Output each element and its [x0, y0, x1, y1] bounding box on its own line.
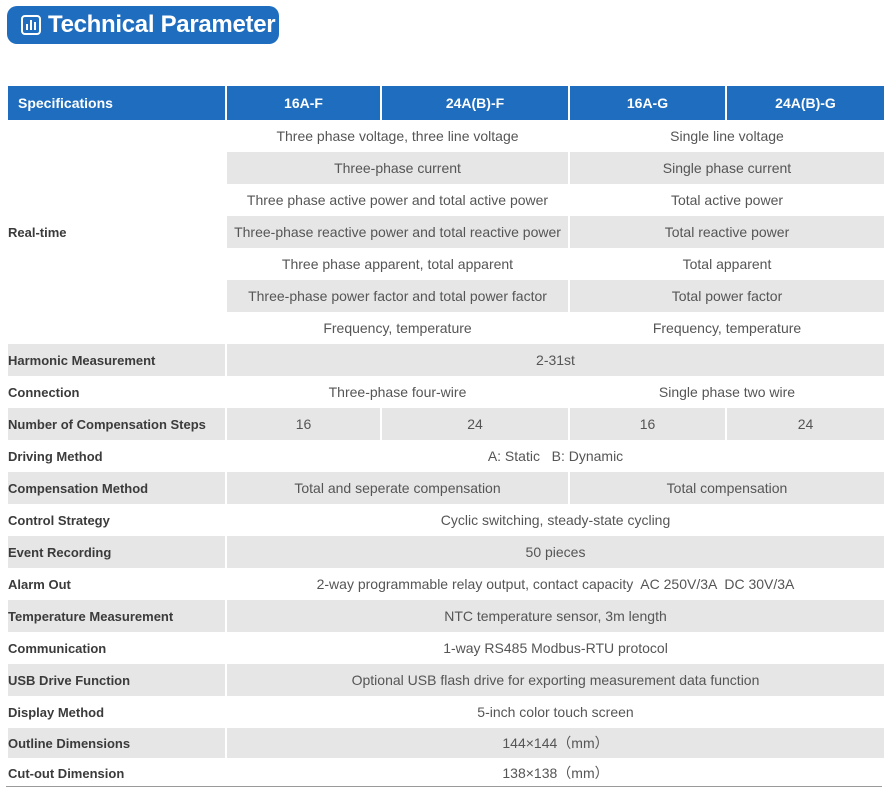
table-row: Communication 1-way RS485 Modbus-RTU pro…: [8, 632, 884, 664]
table-row: Real-time Three phase voltage, three lin…: [8, 120, 884, 344]
technical-parameter-table: Specifications 16A-F 24A(B)-F 16A-G 24A(…: [6, 86, 886, 788]
row-label-outline: Outline Dimensions: [8, 728, 225, 758]
table-row: Event Recording 50 pieces: [8, 536, 884, 568]
table-row: Number of Compensation Steps 16 24 16 24: [8, 408, 884, 440]
cutout-value: 138×138（mm）: [227, 758, 884, 788]
compensation-f-value: Total and seperate compensation: [227, 472, 568, 504]
alarm-value: 2-way programmable relay output, contact…: [227, 568, 884, 600]
table-row: Three phase active power and total activ…: [8, 184, 884, 216]
table-row: Display Method 5-inch color touch screen: [8, 696, 884, 728]
row-label-compensation: Compensation Method: [8, 472, 225, 504]
table-header-row: Specifications 16A-F 24A(B)-F 16A-G 24A(…: [8, 86, 884, 120]
display-value: 5-inch color touch screen: [227, 696, 884, 728]
steps-24ab-f: 24: [382, 408, 568, 440]
temperature-value: NTC temperature sensor, 3m length: [227, 600, 884, 632]
bar-chart-icon: [21, 15, 41, 35]
table-row: Outline Dimensions 144×144（mm）: [8, 728, 884, 758]
row-label-harmonic: Harmonic Measurement: [8, 344, 225, 376]
row-label-display: Display Method: [8, 696, 225, 728]
realtime-f-value: Three-phase power factor and total power…: [227, 280, 568, 312]
table-row: Frequency, temperature Frequency, temper…: [8, 312, 884, 344]
usb-value: Optional USB flash drive for exporting m…: [227, 664, 884, 696]
header-16a-g: 16A-G: [570, 86, 725, 120]
connection-g-value: Single phase two wire: [570, 376, 884, 408]
harmonic-value: 2-31st: [227, 344, 884, 376]
realtime-g-value: Total reactive power: [570, 216, 884, 248]
realtime-g-value: Total apparent: [570, 248, 884, 280]
connection-f-value: Three-phase four-wire: [227, 376, 568, 408]
realtime-f-value: Three-phase current: [227, 152, 568, 184]
steps-24ab-g: 24: [727, 408, 884, 440]
realtime-g-value: Single line voltage: [570, 120, 884, 152]
realtime-f-value: Frequency, temperature: [227, 312, 568, 344]
table-row: Driving Method A: Static B: Dynamic: [8, 440, 884, 472]
steps-16a-g: 16: [570, 408, 725, 440]
realtime-g-value: Single phase current: [570, 152, 884, 184]
table-row: Cut-out Dimension 138×138（mm）: [8, 758, 884, 788]
row-label-cutout: Cut-out Dimension: [8, 758, 225, 788]
compensation-g-value: Total compensation: [570, 472, 884, 504]
realtime-g-value: Total power factor: [570, 280, 884, 312]
outline-value: 144×144（mm）: [227, 728, 884, 758]
header-24ab-f: 24A(B)-F: [382, 86, 568, 120]
table-bottom-rule: [6, 786, 882, 787]
table-row: Control Strategy Cyclic switching, stead…: [8, 504, 884, 536]
communication-value: 1-way RS485 Modbus-RTU protocol: [227, 632, 884, 664]
row-label-alarm: Alarm Out: [8, 568, 225, 600]
header-24ab-g: 24A(B)-G: [727, 86, 884, 120]
section-title-banner: Technical Parameter: [7, 6, 279, 44]
table-row: Compensation Method Total and seperate c…: [8, 472, 884, 504]
table-row: Temperature Measurement NTC temperature …: [8, 600, 884, 632]
steps-16a-f: 16: [227, 408, 380, 440]
event-value: 50 pieces: [227, 536, 884, 568]
header-specifications: Specifications: [8, 86, 225, 120]
row-label-real-time: Real-time: [8, 120, 225, 344]
table-row: Three-phase power factor and total power…: [8, 280, 884, 312]
table-row: Alarm Out 2-way programmable relay outpu…: [8, 568, 884, 600]
table-row: Three-phase reactive power and total rea…: [8, 216, 884, 248]
table-row: Harmonic Measurement 2-31st: [8, 344, 884, 376]
realtime-f-value: Three phase apparent, total apparent: [227, 248, 568, 280]
row-label-temperature: Temperature Measurement: [8, 600, 225, 632]
row-label-usb: USB Drive Function: [8, 664, 225, 696]
realtime-f-value: Three phase voltage, three line voltage: [227, 120, 568, 152]
driving-value: A: Static B: Dynamic: [227, 440, 884, 472]
realtime-g-value: Total active power: [570, 184, 884, 216]
table-row: USB Drive Function Optional USB flash dr…: [8, 664, 884, 696]
header-16a-f: 16A-F: [227, 86, 380, 120]
realtime-f-value: Three-phase reactive power and total rea…: [227, 216, 568, 248]
table-row: Three phase apparent, total apparent Tot…: [8, 248, 884, 280]
row-label-steps: Number of Compensation Steps: [8, 408, 225, 440]
row-label-event: Event Recording: [8, 536, 225, 568]
row-label-driving: Driving Method: [8, 440, 225, 472]
realtime-g-value: Frequency, temperature: [570, 312, 884, 344]
control-value: Cyclic switching, steady-state cycling: [227, 504, 884, 536]
table-row: Connection Three-phase four-wire Single …: [8, 376, 884, 408]
row-label-control: Control Strategy: [8, 504, 225, 536]
page-title: Technical Parameter: [48, 11, 276, 38]
table-row: Three-phase current Single phase current: [8, 152, 884, 184]
row-label-communication: Communication: [8, 632, 225, 664]
realtime-f-value: Three phase active power and total activ…: [227, 184, 568, 216]
row-label-connection: Connection: [8, 376, 225, 408]
